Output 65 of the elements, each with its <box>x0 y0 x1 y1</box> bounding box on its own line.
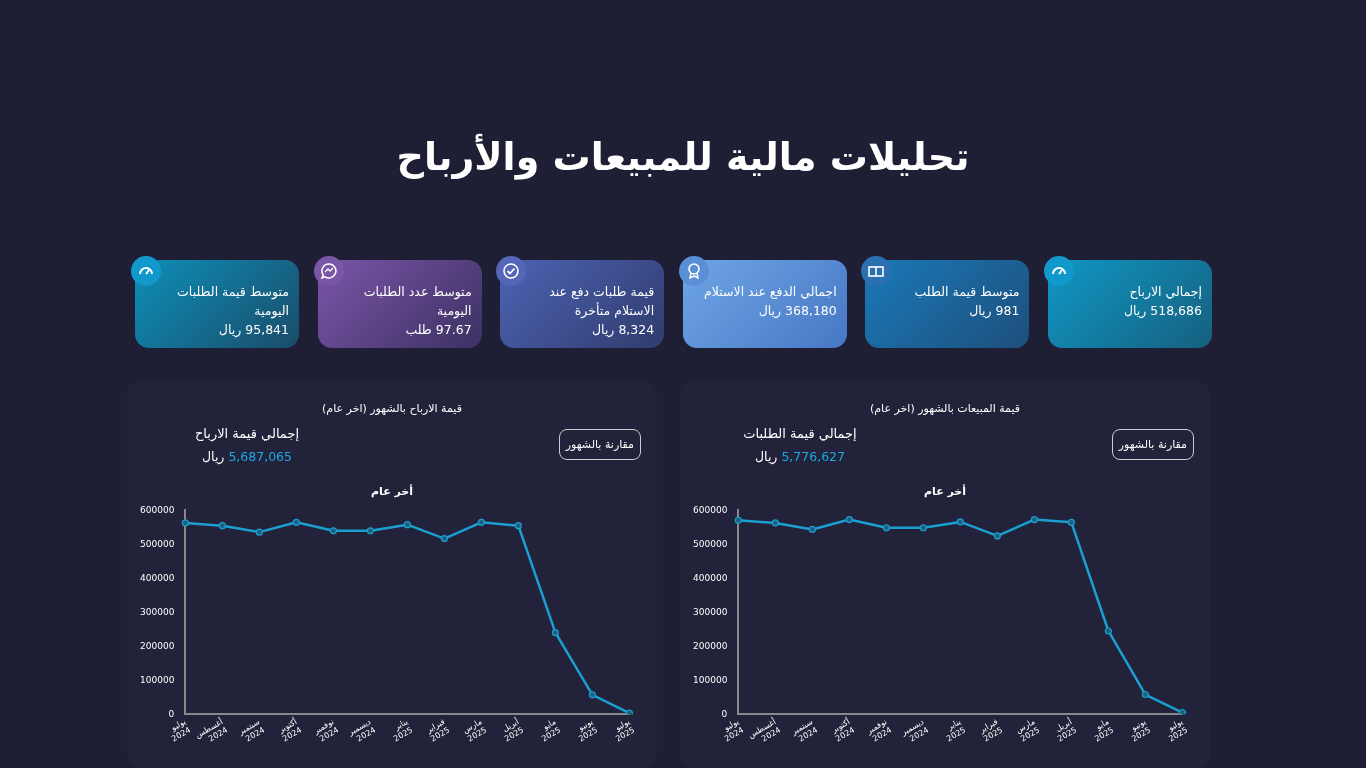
point <box>919 524 927 532</box>
point <box>218 522 226 530</box>
y-tick-label: 100000 <box>693 674 728 685</box>
text: 5,776,627 <box>781 449 845 464</box>
point <box>403 521 411 529</box>
point <box>366 527 374 535</box>
text: 5,687,065 <box>228 449 292 464</box>
text: 95,841 ريال <box>217 321 289 339</box>
y-tick-label: 200000 <box>693 640 728 651</box>
text: متوسط عدد الطلبات اليومية <box>362 283 472 320</box>
point <box>181 519 189 527</box>
y-tick-label: 300000 <box>140 606 175 617</box>
point <box>588 691 596 699</box>
text: اجمالي الدفع عند الاستلام <box>703 283 837 301</box>
y-tick-label: 400000 <box>693 572 728 583</box>
text: متوسط قيمة الطلبات اليومية <box>176 283 289 320</box>
text: 368,180 ريال <box>757 302 837 320</box>
text: 8,324 ريال <box>591 321 655 339</box>
text: 518,686 ريال <box>1122 302 1202 320</box>
point <box>808 525 816 534</box>
text: قيمة طلبات دفع عند الاستلام متأخرة <box>548 283 655 320</box>
y-tick-label: 500000 <box>140 538 175 549</box>
y-tick-label: 600000 <box>693 504 728 515</box>
y-tick-label: 500000 <box>693 538 728 549</box>
point <box>625 709 633 715</box>
point <box>771 519 779 527</box>
y-tick-label: 300000 <box>693 606 728 617</box>
text: ريال <box>754 449 778 464</box>
chart-title: قيمة الارباح بالشهور (اخر عام) <box>321 402 463 415</box>
chart-subtitle: أخر عام <box>369 485 415 498</box>
point <box>514 522 522 530</box>
chart-subtitle: أخر عام <box>922 485 968 498</box>
point <box>993 532 1001 540</box>
point <box>440 535 448 543</box>
point <box>255 528 263 536</box>
y-tick-label: 0 <box>168 708 175 719</box>
y-tick-label: 400000 <box>140 572 175 583</box>
point <box>477 518 485 526</box>
point <box>956 518 964 526</box>
chart-title: قيمة المبيعات بالشهور (اخر عام) <box>868 402 1022 415</box>
point <box>1104 627 1112 635</box>
point <box>551 629 559 637</box>
text: تحليلات مالية للمبيعات والأرباح <box>395 135 971 179</box>
text: إجمالي الارباح <box>1128 283 1202 301</box>
point <box>734 516 742 524</box>
point <box>1141 690 1149 699</box>
point <box>882 524 890 532</box>
y-tick-label: 600000 <box>140 504 175 515</box>
point <box>329 527 337 535</box>
text: إجمالي قيمة الطلبات <box>742 426 858 441</box>
text: 981 ريال <box>968 302 1020 320</box>
text: ريال <box>201 449 225 464</box>
point <box>1067 518 1075 526</box>
y-tick-label: 0 <box>721 708 728 719</box>
y-tick-label: 200000 <box>140 640 175 651</box>
point <box>1178 708 1186 715</box>
text: إجمالي قيمة الارباح <box>193 426 301 441</box>
point <box>292 518 300 526</box>
y-tick-label: 100000 <box>140 674 175 685</box>
point <box>845 515 853 524</box>
text: مقارنة بالشهور <box>1111 429 1194 460</box>
text: مقارنة بالشهور <box>558 429 641 460</box>
text: متوسط قيمة الطلب <box>913 283 1020 301</box>
point <box>1030 515 1038 524</box>
text: 97.67 طلب <box>404 321 472 339</box>
